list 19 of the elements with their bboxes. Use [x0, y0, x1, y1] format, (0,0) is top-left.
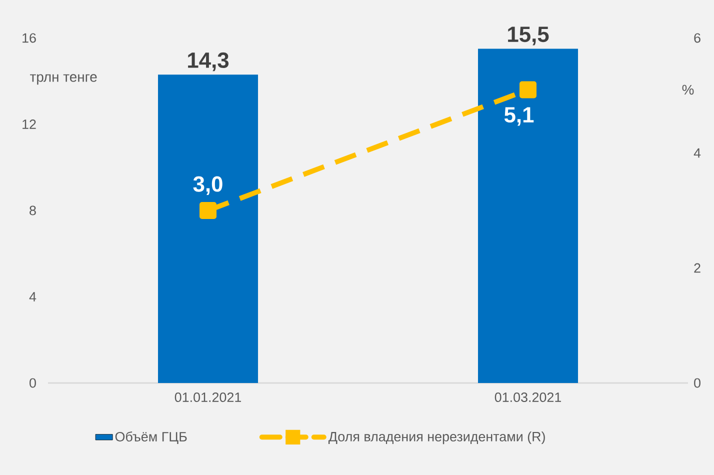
- y-tick-label: 4: [29, 292, 36, 302]
- legend-label: Объём ГЦБ: [115, 431, 187, 444]
- y-tick-label: 12: [22, 120, 36, 129]
- x-tick-label: 01.01.2021: [174, 392, 241, 402]
- y-axis-title: трлн тенге: [30, 74, 97, 85]
- data-label: 5,1: [504, 107, 534, 126]
- data-label: 14,3: [188, 52, 229, 72]
- y2-axis-title: %: [682, 84, 694, 95]
- data-label: 3,0: [193, 176, 222, 195]
- y2-tick-label: 4: [694, 148, 701, 158]
- data-label: 15,5: [508, 26, 549, 46]
- x-tick-label: 01.03.2021: [494, 392, 562, 402]
- y-tick-label: 8: [30, 206, 36, 216]
- y-tick-label: 16: [22, 33, 36, 43]
- legend-label: Доля владения нерезидентами (R): [328, 432, 545, 444]
- y2-tick-label: 2: [694, 263, 700, 273]
- y2-tick-label: 6: [694, 33, 700, 43]
- y2-tick-label: 0: [694, 378, 700, 388]
- y-tick-label: 0: [30, 378, 36, 388]
